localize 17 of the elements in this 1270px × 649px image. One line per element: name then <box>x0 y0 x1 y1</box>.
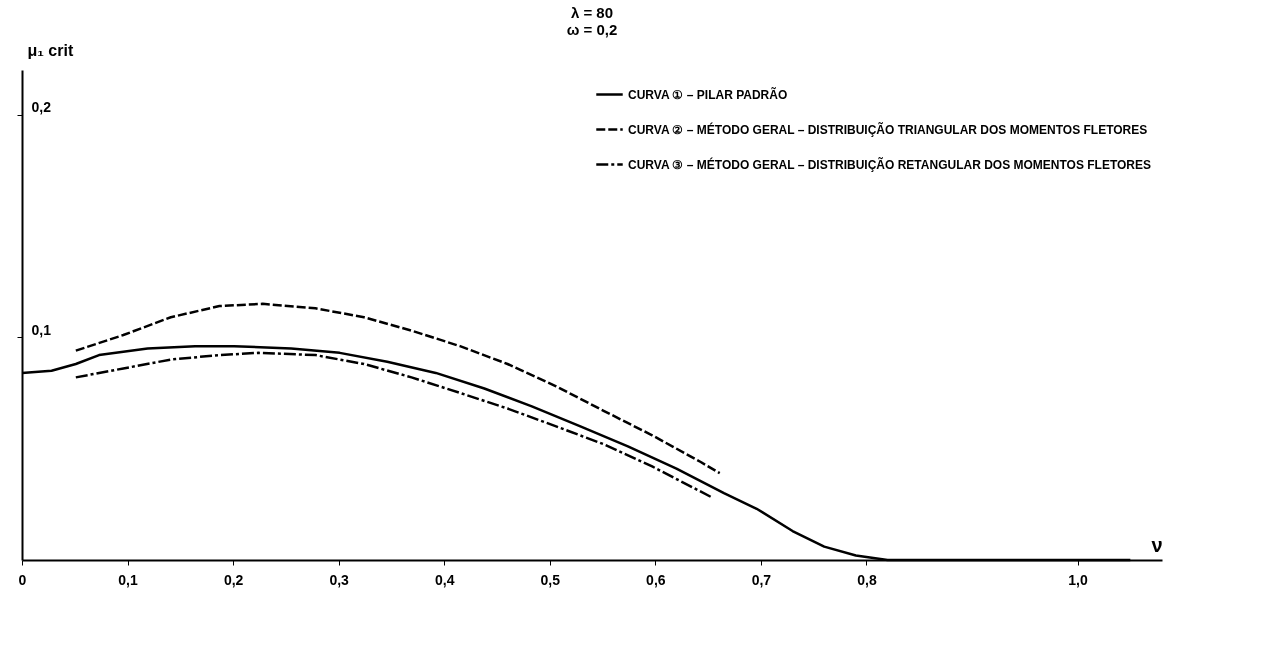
text: ω = 0,2 <box>566 21 618 38</box>
x-tick-label: 0,5 <box>540 571 561 588</box>
legend-label: CURVA ① – PILAR PADRÃO <box>628 86 788 102</box>
x-tick-label: 0,1 <box>118 571 138 588</box>
x-axis-title: ν <box>1151 533 1163 556</box>
legend-label: CURVA ② – MÉTODO GERAL – DISTRIBUIÇÃO TRIANGULAR DOS MOMENTOS FLETORES <box>628 121 1148 137</box>
x-tick-label: 0,8 <box>857 571 877 588</box>
text: λ = 80 <box>570 4 614 21</box>
y-axis-title: μ₁ crit <box>27 41 74 59</box>
legend-label: CURVA ③ – MÉTODO GERAL – DISTRIBUIÇÃO RETANGULAR DOS MOMENTOS FLETORES <box>628 156 1152 172</box>
x-tick-label: 0,6 <box>646 571 666 588</box>
x-tick-label: 1,0 <box>1068 571 1088 588</box>
x-tick-label: 0,4 <box>434 571 455 588</box>
x-tick-label: 0 <box>18 571 27 588</box>
x-tick-label: 0,7 <box>751 571 772 588</box>
x-tick-label: 0,2 <box>223 571 244 588</box>
x-tick-label: 0,3 <box>329 571 350 588</box>
